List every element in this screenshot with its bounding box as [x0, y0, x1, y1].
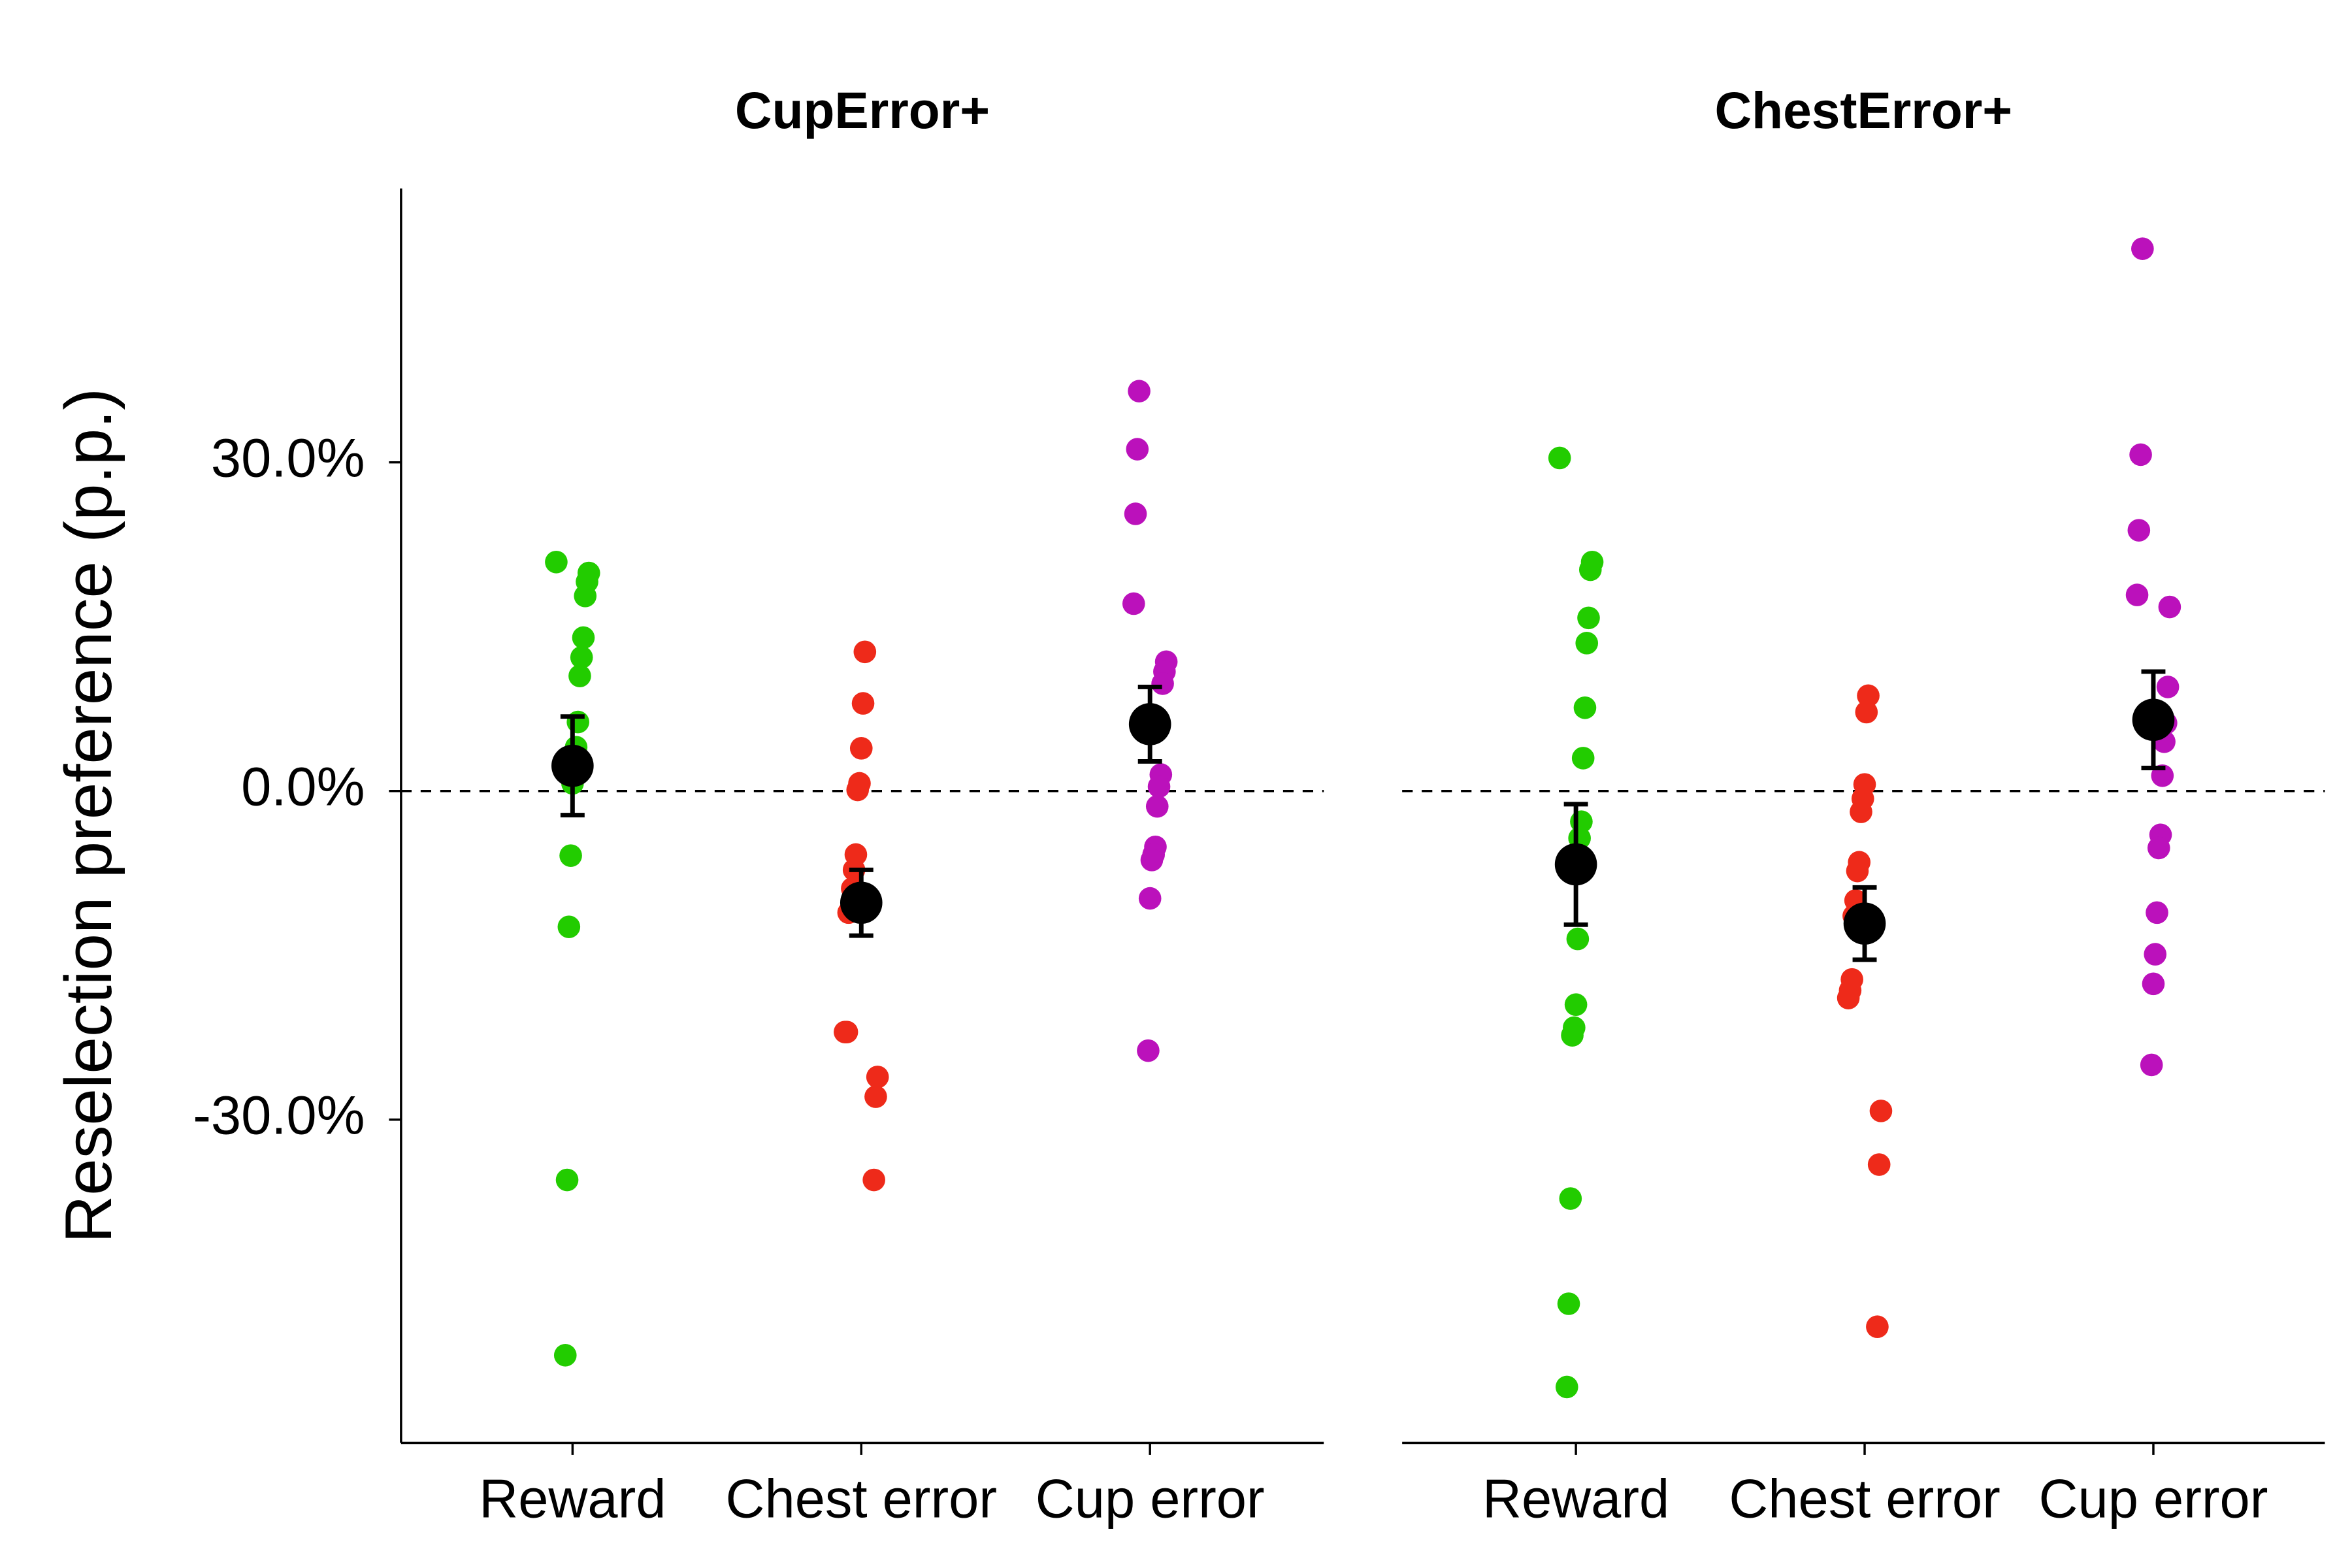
data-point — [1559, 1187, 1582, 1210]
data-point — [1548, 446, 1571, 470]
data-point — [1561, 1024, 1584, 1047]
data-point — [1850, 800, 1872, 823]
data-point — [572, 626, 595, 649]
data-point — [1867, 1153, 1891, 1176]
data-point — [568, 664, 591, 687]
data-point — [570, 645, 593, 669]
data-point — [1571, 747, 1595, 770]
data-point — [545, 550, 568, 574]
data-point — [1151, 672, 1174, 695]
data-point — [1557, 1292, 1580, 1315]
data-point — [2129, 443, 2152, 466]
y-tick-label: 30.0% — [211, 428, 365, 489]
x-tick-label: Reward — [479, 1469, 666, 1529]
data-point — [1137, 1039, 1160, 1062]
data-point — [557, 915, 581, 938]
data-point — [1575, 632, 1599, 655]
data-point — [1855, 700, 1878, 724]
data-point — [1573, 696, 1597, 719]
data-point — [853, 640, 877, 664]
x-tick-label: Cup error — [2039, 1469, 2268, 1529]
data-point — [1846, 859, 1869, 883]
data-point — [1126, 438, 1149, 461]
data-point — [1564, 993, 1588, 1017]
data-point — [866, 1066, 889, 1088]
data-point — [1124, 502, 1147, 525]
data-point — [574, 584, 597, 608]
x-tick-label: Reward — [1482, 1469, 1669, 1529]
data-point — [851, 692, 875, 715]
data-point — [1555, 1375, 1578, 1399]
data-point — [2144, 943, 2167, 966]
data-point — [862, 1168, 885, 1192]
data-point — [2156, 676, 2180, 698]
y-tick-label: 0.0% — [241, 757, 365, 817]
mean-point — [551, 744, 594, 787]
data-point — [1577, 606, 1600, 630]
data-point — [864, 1085, 887, 1108]
data-point — [2158, 595, 2181, 619]
data-point — [1857, 684, 1880, 708]
data-point — [2140, 1053, 2163, 1077]
y-tick-label: -30.0% — [193, 1085, 365, 1146]
data-point — [1147, 775, 1171, 798]
data-point — [1138, 887, 1162, 910]
x-tick-label: Cup error — [1036, 1469, 1265, 1529]
data-point — [2125, 583, 2149, 606]
data-point — [846, 778, 870, 802]
data-point — [2147, 836, 2170, 860]
data-point — [2131, 237, 2154, 260]
mean-point — [1554, 843, 1597, 886]
panel-title: ChestError+ — [1714, 82, 2012, 139]
data-point — [1128, 380, 1151, 402]
mean-point — [840, 881, 883, 924]
data-point — [553, 1344, 577, 1367]
data-point — [2146, 901, 2168, 924]
data-point — [2127, 519, 2151, 542]
data-point — [834, 1021, 857, 1043]
data-point — [849, 737, 873, 760]
data-point — [559, 844, 582, 867]
data-point — [1140, 849, 1164, 872]
data-point — [555, 1168, 579, 1192]
data-point — [1869, 1100, 1893, 1122]
x-tick-label: Chest error — [726, 1469, 997, 1529]
data-point — [1837, 987, 1860, 1009]
data-point — [1145, 794, 1169, 818]
mean-point — [1128, 703, 1171, 745]
y-axis-label: Reselection preference (p.p.) — [51, 388, 125, 1243]
panel-title: CupError+ — [735, 82, 990, 139]
data-point — [1578, 558, 1602, 581]
mean-point — [1843, 902, 1886, 945]
mean-point — [2132, 698, 2175, 742]
data-point — [566, 710, 589, 734]
data-point — [1866, 1315, 1889, 1339]
data-point — [2142, 972, 2165, 996]
x-tick-label: Chest error — [1729, 1469, 2000, 1529]
data-point — [1122, 592, 1145, 615]
data-point — [1566, 927, 1590, 951]
